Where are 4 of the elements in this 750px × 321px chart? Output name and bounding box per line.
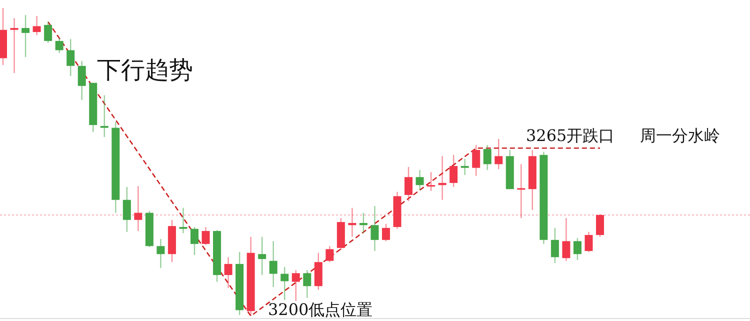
annotation: 3265开跌口	[526, 126, 615, 145]
annotation: 3200低点位置	[268, 300, 373, 319]
annotation: 下行趋势	[97, 56, 193, 84]
text: 周一分水岭	[640, 126, 720, 145]
